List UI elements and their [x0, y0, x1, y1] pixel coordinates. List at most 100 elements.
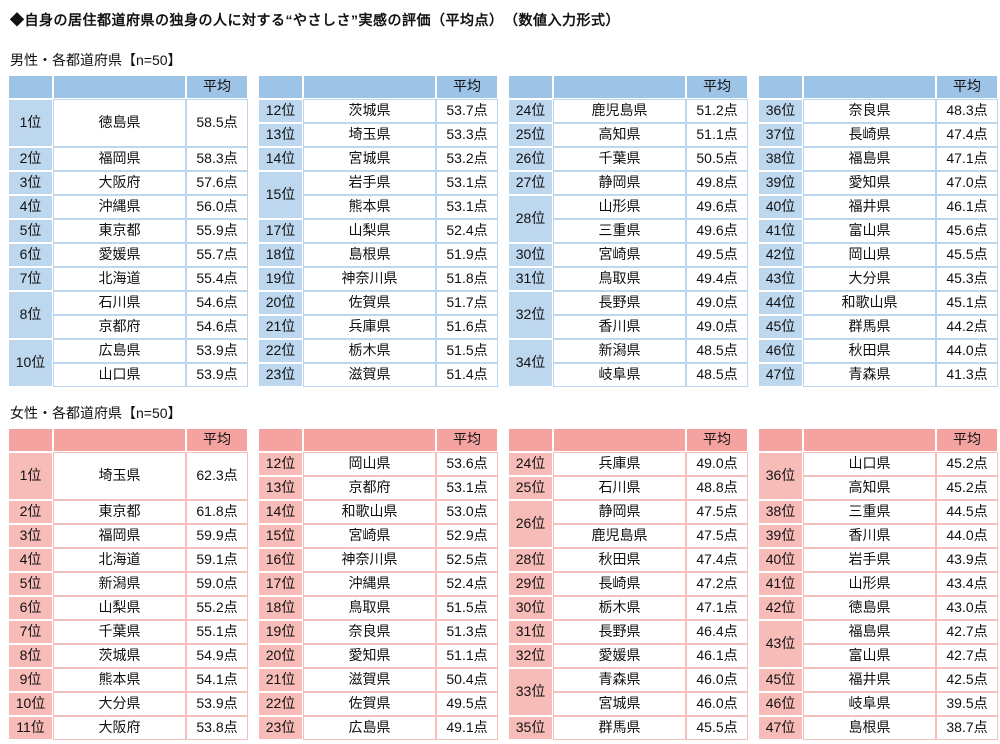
rank-cell: 27位 [508, 171, 553, 195]
rank-cell: 14位 [258, 500, 303, 524]
rank-cell: 21位 [258, 315, 303, 339]
rank-cell: 45位 [758, 668, 803, 692]
rank-cell: 44位 [758, 291, 803, 315]
rank-cell: 21位 [258, 668, 303, 692]
prefecture-cell: 山口県 [803, 452, 936, 476]
rank-cell: 28位 [508, 548, 553, 572]
prefecture-cell: 埼玉県 [303, 123, 436, 147]
rank-cell: 47位 [758, 716, 803, 740]
prefecture-cell: 京都府 [53, 315, 186, 339]
rank-cell: 5位 [8, 219, 53, 243]
score-cell: 54.9点 [186, 644, 248, 668]
prefecture-cell: 佐賀県 [303, 692, 436, 716]
prefecture-cell: 群馬県 [803, 315, 936, 339]
rank-cell: 41位 [758, 219, 803, 243]
prefecture-cell: 福島県 [803, 147, 936, 171]
blank-header [508, 75, 553, 99]
blank-header [303, 428, 436, 452]
avg-header: 平均 [686, 428, 748, 452]
rank-cell: 12位 [258, 99, 303, 123]
rank-cell: 6位 [8, 243, 53, 267]
score-cell: 54.1点 [186, 668, 248, 692]
prefecture-cell: 三重県 [553, 219, 686, 243]
rank-cell: 46位 [758, 339, 803, 363]
prefecture-cell: 熊本県 [53, 668, 186, 692]
score-cell: 51.7点 [436, 291, 498, 315]
score-cell: 54.6点 [186, 291, 248, 315]
score-cell: 44.0点 [936, 339, 998, 363]
prefecture-cell: 徳島県 [803, 596, 936, 620]
score-cell: 48.3点 [936, 99, 998, 123]
prefecture-cell: 鹿児島県 [553, 99, 686, 123]
score-cell: 48.5点 [686, 363, 748, 387]
rank-cell: 23位 [258, 716, 303, 740]
score-cell: 46.0点 [686, 692, 748, 716]
score-cell: 43.9点 [936, 548, 998, 572]
prefecture-cell: 宮崎県 [303, 524, 436, 548]
prefecture-cell: 愛知県 [803, 171, 936, 195]
ranking-table: 平均 1位 徳島県 58.5点 2位 福岡県 58.3点 3位 大阪府 57.6点 4位 沖縄県 56.… [8, 75, 248, 387]
prefecture-cell: 神奈川県 [303, 267, 436, 291]
rank-cell: 4位 [8, 548, 53, 572]
rank-cell: 39位 [758, 524, 803, 548]
prefecture-cell: 奈良県 [303, 620, 436, 644]
rank-cell: 42位 [758, 243, 803, 267]
blank-header [8, 428, 53, 452]
rank-cell: 35位 [508, 716, 553, 740]
score-cell: 50.5点 [686, 147, 748, 171]
avg-header: 平均 [436, 75, 498, 99]
prefecture-cell: 和歌山県 [803, 291, 936, 315]
rank-cell: 7位 [8, 267, 53, 291]
score-cell: 46.0点 [686, 668, 748, 692]
prefecture-cell: 静岡県 [553, 171, 686, 195]
score-cell: 53.1点 [436, 476, 498, 500]
prefecture-cell: 宮崎県 [553, 243, 686, 267]
score-cell: 45.6点 [936, 219, 998, 243]
prefecture-cell: 新潟県 [53, 572, 186, 596]
score-cell: 59.9点 [186, 524, 248, 548]
score-cell: 55.2点 [186, 596, 248, 620]
score-cell: 47.5点 [686, 500, 748, 524]
prefecture-cell: 北海道 [53, 548, 186, 572]
ranking-table: 平均 24位 兵庫県 49.0点 25位 石川県 48.8点 26位 静岡県 47.5点 鹿児島県 4… [508, 428, 748, 740]
score-cell: 51.2点 [686, 99, 748, 123]
rank-cell: 40位 [758, 195, 803, 219]
score-cell: 53.9点 [186, 339, 248, 363]
score-cell: 42.5点 [936, 668, 998, 692]
prefecture-cell: 徳島県 [53, 99, 186, 147]
rank-cell: 17位 [258, 572, 303, 596]
score-cell: 48.8点 [686, 476, 748, 500]
score-cell: 48.5点 [686, 339, 748, 363]
prefecture-cell: 大阪府 [53, 716, 186, 740]
avg-header: 平均 [936, 428, 998, 452]
rank-cell: 25位 [508, 476, 553, 500]
prefecture-cell: 岐阜県 [553, 363, 686, 387]
rank-cell: 9位 [8, 668, 53, 692]
prefecture-cell: 長崎県 [553, 572, 686, 596]
blank-header [758, 428, 803, 452]
prefecture-cell: 山形県 [553, 195, 686, 219]
score-cell: 51.3点 [436, 620, 498, 644]
rank-cell: 38位 [758, 147, 803, 171]
score-cell: 58.5点 [186, 99, 248, 147]
rank-cell: 10位 [8, 692, 53, 716]
score-cell: 49.5点 [686, 243, 748, 267]
score-cell: 49.4点 [686, 267, 748, 291]
blank-header [8, 75, 53, 99]
blank-header [303, 75, 436, 99]
score-cell: 59.1点 [186, 548, 248, 572]
rank-cell: 8位 [8, 644, 53, 668]
score-cell: 47.1点 [686, 596, 748, 620]
score-cell: 53.1点 [436, 195, 498, 219]
score-cell: 53.3点 [436, 123, 498, 147]
score-cell: 45.3点 [936, 267, 998, 291]
prefecture-cell: 広島県 [303, 716, 436, 740]
male-tables-row: 平均 1位 徳島県 58.5点 2位 福岡県 58.3点 3位 大阪府 57.6点 4位 沖縄県 56.… [8, 75, 998, 387]
rank-cell: 24位 [508, 452, 553, 476]
score-cell: 38.7点 [936, 716, 998, 740]
score-cell: 51.8点 [436, 267, 498, 291]
prefecture-cell: 新潟県 [553, 339, 686, 363]
rank-cell: 15位 [258, 171, 303, 219]
rank-cell: 43位 [758, 267, 803, 291]
score-cell: 41.3点 [936, 363, 998, 387]
